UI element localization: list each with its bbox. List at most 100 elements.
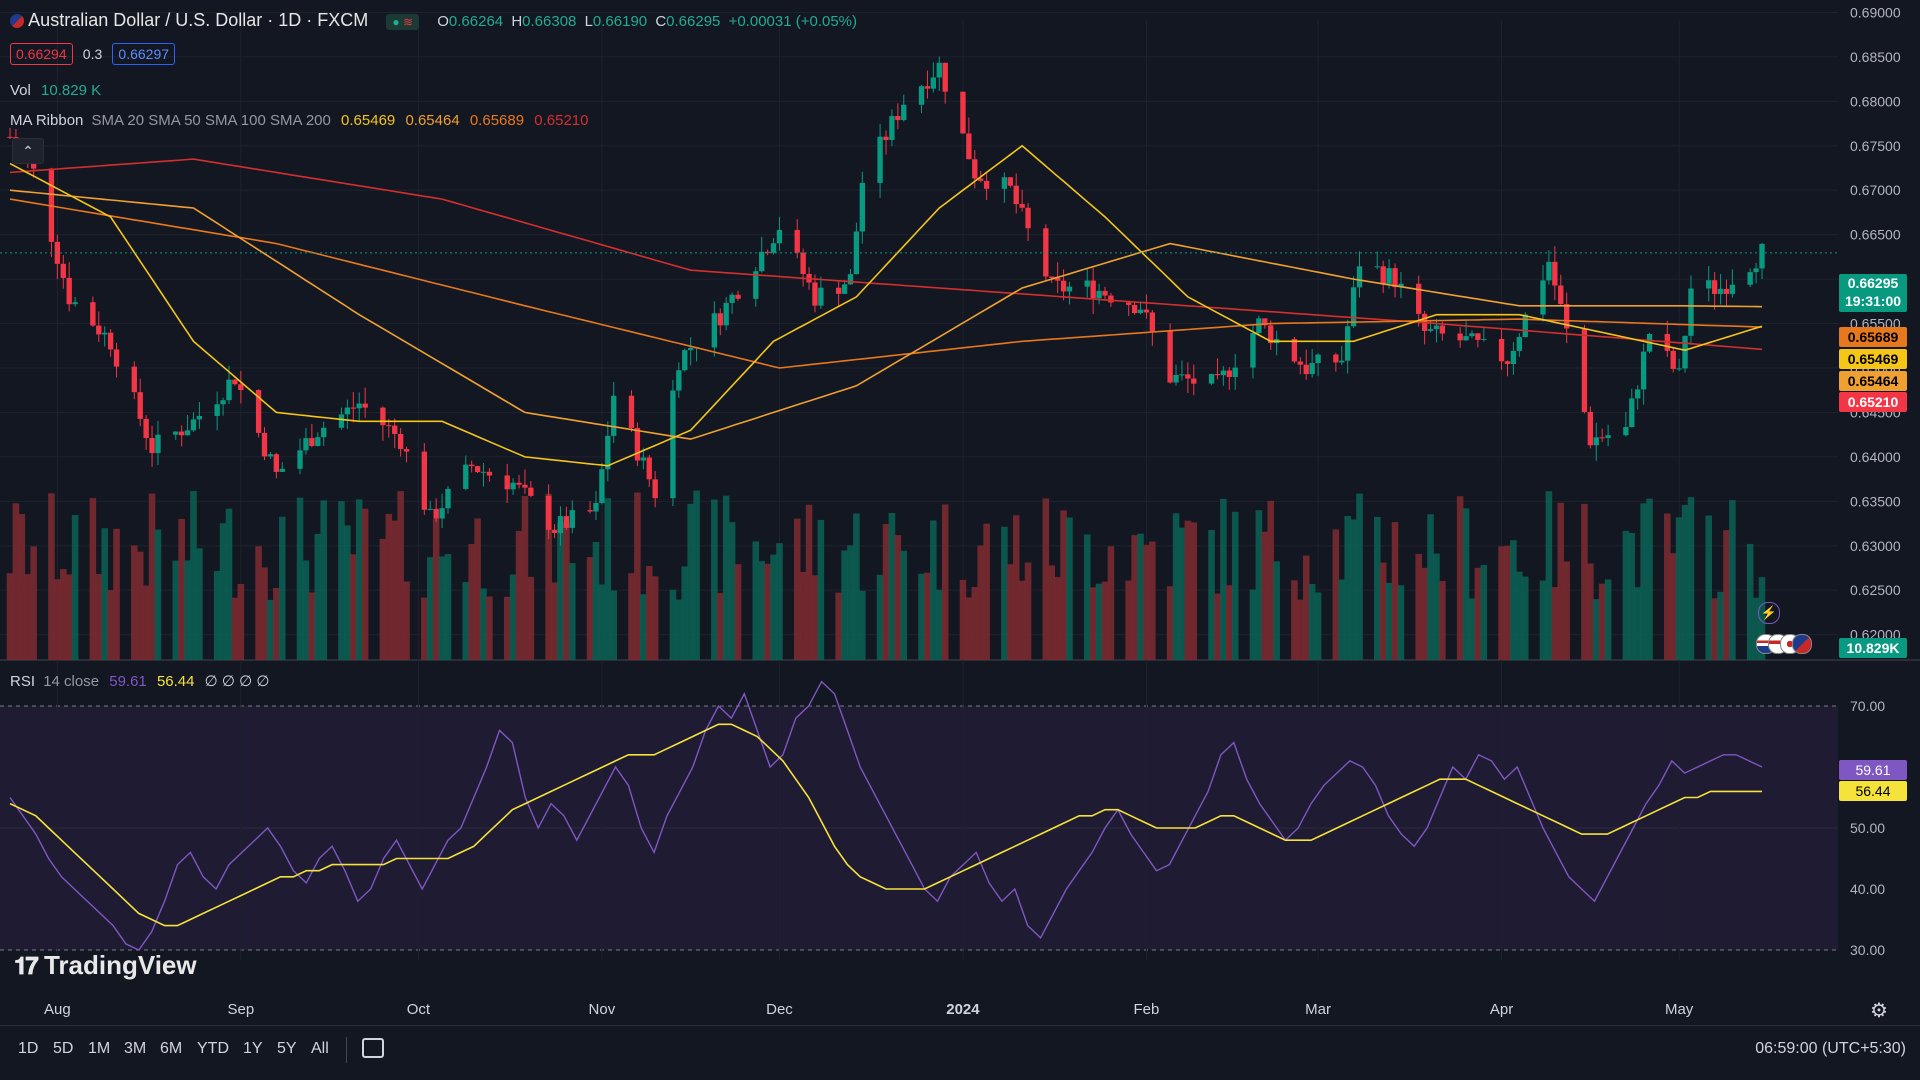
candle-body (859, 182, 865, 232)
timeframe-3m[interactable]: 3M (124, 1040, 147, 1057)
candle-body (196, 415, 203, 420)
timeframe-all[interactable]: All (311, 1040, 329, 1057)
candle-body (1635, 389, 1641, 399)
candle-body (1043, 228, 1049, 277)
candle-body (889, 116, 895, 141)
volume-bar (1379, 562, 1387, 660)
ma20-pill: 0.65469 (1839, 349, 1907, 369)
candle-body (1558, 285, 1564, 305)
candle-body (321, 427, 327, 438)
volume-bar (438, 556, 446, 660)
time-axis-label: Nov (589, 1001, 616, 1018)
volume-bar (841, 550, 848, 660)
ohlc-open-label: O (437, 13, 449, 30)
last-price-pill: 0.66295 19:31:00 (1839, 274, 1907, 312)
time-axis-label: May (1665, 1001, 1694, 1018)
date-range-icon[interactable] (362, 1038, 384, 1058)
rsi-legend[interactable]: RSI 14 close 59.61 56.44 ∅ ∅ ∅ ∅ (10, 672, 269, 690)
sma50-line (9, 189, 1763, 440)
clock-display[interactable]: 06:59:00 (UTC+5:30) (1755, 1040, 1906, 1057)
lightning-icon[interactable]: ⚡ (1758, 602, 1780, 624)
settings-gear-icon[interactable]: ⚙ (1870, 1000, 1888, 1022)
volume-bar (1190, 522, 1198, 660)
volume-bar (805, 504, 813, 660)
timeframe-1d[interactable]: 1D (18, 1040, 39, 1057)
candle-body (1345, 326, 1351, 361)
timeframe-5d[interactable]: 5D (53, 1040, 74, 1057)
symbol-flag-icon (10, 14, 24, 28)
rsi-pill: 59.61 (1839, 760, 1907, 780)
timeframe-ytd[interactable]: YTD (197, 1040, 229, 1057)
volume-bar (1604, 579, 1612, 660)
volume-bar (255, 546, 262, 660)
volume-bar (1344, 516, 1351, 660)
candle-body (1350, 287, 1357, 327)
rsi-params: 14 close (43, 673, 100, 690)
market-status-icon[interactable]: ● ≋ (386, 14, 420, 30)
volume-bar (752, 541, 760, 660)
timeframe-1m[interactable]: 1M (88, 1040, 111, 1057)
candle-body (315, 437, 321, 446)
time-axis-label: Oct (407, 1001, 431, 1018)
candle-body (1060, 280, 1067, 292)
candle-body (966, 133, 972, 160)
candle-body (131, 366, 137, 393)
candle-body (1001, 177, 1008, 189)
candle-body (676, 370, 682, 391)
candle-body (297, 450, 303, 469)
candle-body (563, 516, 570, 528)
volume-bar (6, 573, 14, 660)
volume-bar (770, 554, 777, 660)
tradingview-watermark[interactable]: 𝟏𝟕 TradingView (14, 950, 197, 981)
volume-bar (1634, 587, 1641, 660)
volume-bar (876, 574, 884, 660)
collapse-legend-button[interactable]: ⌃ (12, 138, 44, 164)
timeframe-6m[interactable]: 6M (160, 1040, 183, 1057)
candle-body (1226, 370, 1232, 377)
volume-bar (1356, 493, 1363, 660)
bid-button[interactable]: 0.66294 (10, 43, 73, 65)
volume-bar (1249, 589, 1257, 660)
volume-bar (918, 573, 925, 660)
candle-body (1291, 339, 1298, 362)
volume-bar (190, 491, 197, 660)
timeframe-5y[interactable]: 5Y (277, 1040, 297, 1057)
volume-bar (261, 567, 268, 660)
price-axis-label: 0.66500 (1850, 227, 1901, 243)
volume-bar (1433, 553, 1440, 660)
candle-body (1463, 336, 1469, 341)
volume-bar (1001, 526, 1008, 660)
ma-ribbon-legend[interactable]: MA Ribbon SMA 20 SMA 50 SMA 100 SMA 200 … (10, 112, 588, 129)
candle-body (510, 482, 516, 490)
candle-body (1416, 283, 1422, 314)
symbol-title[interactable]: Australian Dollar / U.S. Dollar · 1D · F… (28, 10, 369, 30)
ma100-value: 0.65689 (469, 112, 525, 129)
volume-bar (1350, 519, 1357, 660)
candle-body (421, 451, 427, 510)
volume-bar (421, 597, 428, 660)
volume-bar (734, 564, 742, 660)
volume-bar (379, 538, 387, 660)
economic-events-icon[interactable] (1756, 634, 1812, 654)
candle-body (1108, 295, 1114, 303)
timeframe-1y[interactable]: 1Y (243, 1040, 263, 1057)
candle-body (1013, 185, 1019, 205)
ask-button[interactable]: 0.66297 (112, 43, 176, 65)
volume-bar (48, 493, 55, 660)
volume-legend[interactable]: Vol 10.829 K (10, 82, 101, 99)
candle-body (90, 302, 96, 326)
candle-body (1167, 331, 1173, 383)
candle-body (1522, 314, 1528, 338)
volume-bar (178, 518, 185, 660)
candle-body (226, 379, 232, 401)
candle-body (1049, 276, 1055, 279)
candle-body (1303, 364, 1309, 375)
volume-bar (480, 588, 487, 660)
volume-bar (308, 592, 316, 660)
candle-body (149, 438, 155, 454)
candle-body (735, 294, 741, 299)
volume-bar (1664, 513, 1671, 660)
volume-bar (1048, 565, 1056, 660)
candle-body (380, 407, 386, 426)
